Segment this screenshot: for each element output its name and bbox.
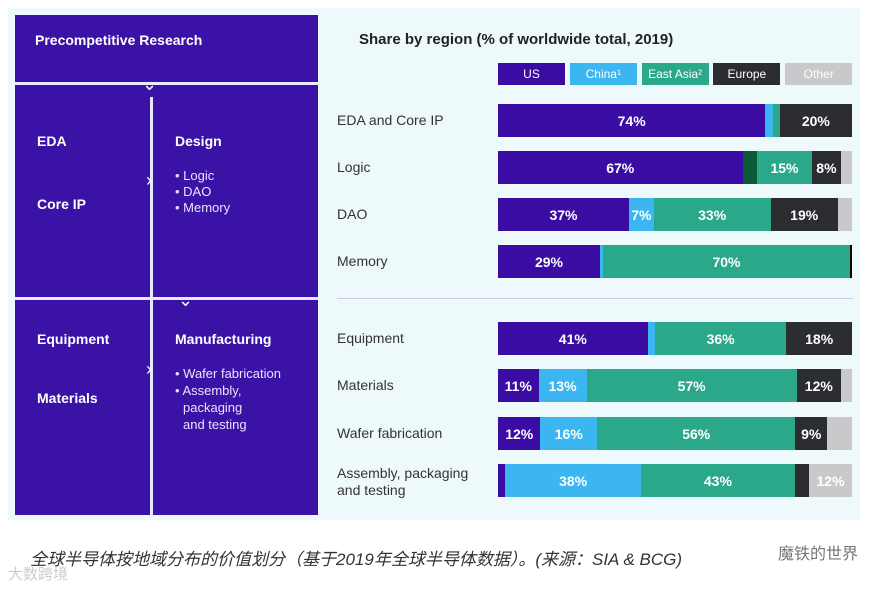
bar-segment-china: 7% <box>628 198 654 231</box>
row-label: EDA and Core IP <box>337 112 444 128</box>
manufacturing-item: • Wafer fabrication <box>175 366 281 381</box>
stacked-bar: 41% 36% 18% <box>498 322 852 355</box>
row-label: Wafer fabrication <box>337 425 443 441</box>
bar-segment-china: 13% <box>538 369 587 402</box>
manufacturing-item: • Assembly, <box>175 383 242 398</box>
chevron-down-icon: ⌄ <box>142 74 158 94</box>
stacked-bar: 74% 20% <box>498 104 852 137</box>
bar-segment-other <box>827 417 852 450</box>
design-label: Design <box>175 133 222 149</box>
bar-segment-eastasia: 57% <box>586 369 797 402</box>
design-item: • Logic <box>175 168 215 183</box>
manufacturing-label: Manufacturing <box>175 331 272 347</box>
bar-segment-china <box>599 245 604 278</box>
value-chain-panel: Precompetitive Research ⌄ EDA Core IP › … <box>15 15 318 515</box>
bar-segment-us: 11% <box>498 369 539 402</box>
bar-segment-us: 74% <box>498 104 766 137</box>
row-label: Equipment <box>337 330 404 346</box>
bar-segment-europe: 12% <box>796 369 841 402</box>
manufacturing-items: • Wafer fabrication • Assembly, packagin… <box>175 365 281 433</box>
stacked-bar: 67% 15% 8% <box>498 151 852 184</box>
row-label: Materials <box>337 377 394 393</box>
chart-title: Share by region (% of worldwide total, 2… <box>359 31 674 48</box>
bar-segment-china <box>765 104 773 137</box>
chevron-down-icon: ⌄ <box>178 290 194 310</box>
row-label: Logic <box>337 159 371 175</box>
bar-segment-us: 67% <box>498 151 743 184</box>
bar-segment-europe: 9% <box>795 417 828 450</box>
bar-segment-eastasia: 70% <box>603 245 850 278</box>
chevron-right-icon: › <box>146 359 152 379</box>
bar-segment-eastasia: 56% <box>597 417 796 450</box>
core-ip-label: Core IP <box>37 196 87 212</box>
bar-segment-other <box>837 198 852 231</box>
caption: 全球半导体按地域分布的价值划分（基于2019年全球半导体数据）。(来源：SIA … <box>30 550 683 569</box>
manufacturing-item: packaging <box>183 400 243 415</box>
legend-item-3: Europe <box>713 63 781 85</box>
equipment-label: Equipment <box>37 331 110 347</box>
bar-segment-eastasia: 43% <box>641 464 795 497</box>
eda-label: EDA <box>37 133 67 149</box>
bar-segment-europe <box>794 464 810 497</box>
stacked-bar: 12% 16% 56% 9% <box>498 417 852 450</box>
row-label: DAO <box>337 206 368 222</box>
bar-segment-europe: 19% <box>770 198 838 231</box>
bar-segment-other <box>841 151 852 184</box>
group-separator <box>337 298 853 299</box>
bar-segment-europe: 18% <box>786 322 852 355</box>
design-items: • Logic • DAO • Memory <box>175 168 230 216</box>
bar-segment-china <box>647 322 655 355</box>
design-item: • Memory <box>175 200 231 215</box>
bar-segment-eastasia: 33% <box>653 198 771 231</box>
bar-segment-eastasia: 15% <box>757 151 812 184</box>
bar-segment-eastasia <box>742 151 758 184</box>
materials-label: Materials <box>37 390 98 406</box>
watermark: 魔铁的世界 <box>778 546 859 563</box>
divider <box>150 97 153 515</box>
bar-segment-eastasia <box>772 104 780 137</box>
bar-segment-us: 37% <box>498 198 629 231</box>
stacked-bar: 11% 13% 57% 12% <box>498 369 852 402</box>
row-label: Assembly, packaging and testing <box>337 465 469 498</box>
bar-segment-us: 29% <box>498 245 600 278</box>
divider <box>15 297 318 300</box>
bar-segment-china: 16% <box>540 417 598 450</box>
design-item: • DAO <box>175 184 212 199</box>
stacked-bar: 29% 70% <box>498 245 852 278</box>
bar-segment-china: 38% <box>505 464 642 497</box>
manufacturing-item: and testing <box>183 417 247 432</box>
legend-item-1: China¹ <box>569 63 637 85</box>
bar-segment-us: 12% <box>498 417 541 450</box>
bar-segment-other <box>840 369 852 402</box>
row-label: Memory <box>337 253 388 269</box>
legend-item-4: Other <box>785 63 853 85</box>
divider <box>15 82 318 85</box>
bar-segment-other: 12% <box>809 464 852 497</box>
precompetitive-research-label: Precompetitive Research <box>35 32 203 48</box>
bar-segment-us <box>498 464 506 497</box>
bar-segment-europe: 20% <box>779 104 852 137</box>
bar-segment-eastasia: 36% <box>654 322 787 355</box>
chevron-right-icon: › <box>146 170 152 190</box>
bar-segment-europe: 8% <box>811 151 842 184</box>
legend-item-2: East Asia² <box>641 63 709 85</box>
bar-segment-us: 41% <box>498 322 648 355</box>
bar-segment-europe <box>849 245 852 278</box>
watermark: 大数跨境 <box>8 566 69 583</box>
stacked-bar: 38% 43% 12% <box>498 464 852 497</box>
stacked-bar: 37% 7% 33% 19% <box>498 198 852 231</box>
legend-item-0: US <box>498 63 565 85</box>
